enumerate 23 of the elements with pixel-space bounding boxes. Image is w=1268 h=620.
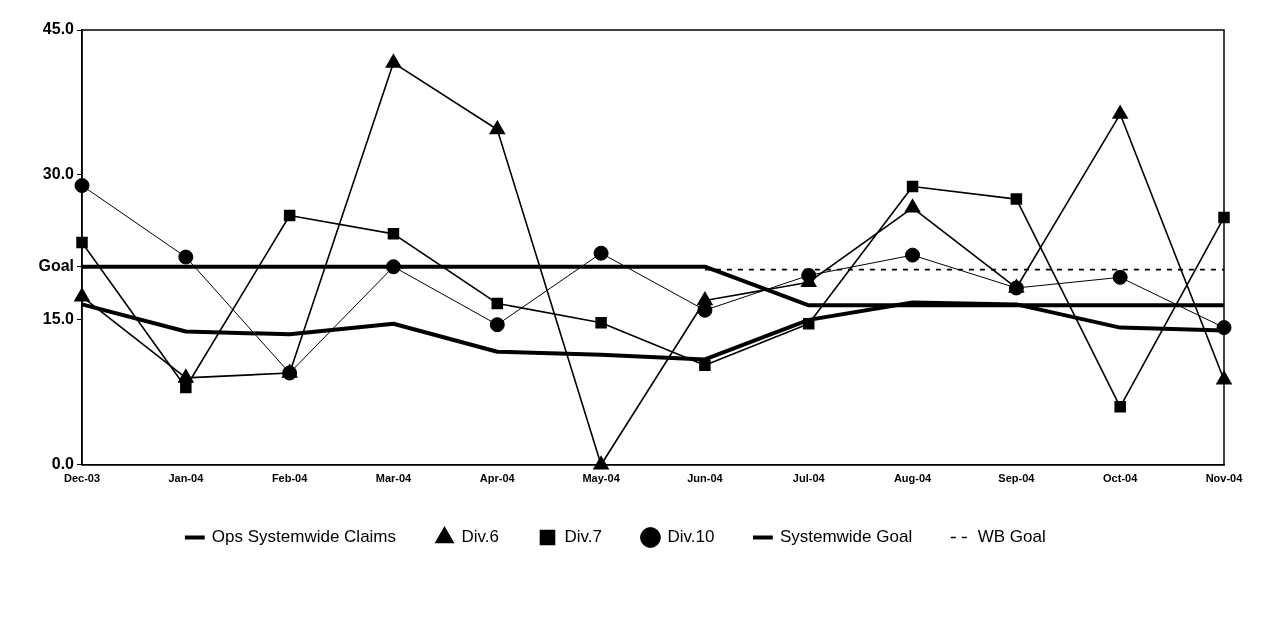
legend-label: Div.10: [667, 527, 715, 547]
legend-label: Ops Systemwide Claims: [211, 527, 397, 547]
x-tick-label: Jul-04: [792, 472, 826, 485]
legend-label: Systemwide Goal: [779, 527, 913, 547]
x-tick-label: Oct-04: [1103, 472, 1139, 485]
y-tick-label: 0.0: [51, 455, 75, 473]
legend-label: Div.6: [461, 527, 500, 547]
x-tick-label: Jun-04: [687, 472, 724, 485]
legend-label: Div.7: [564, 527, 602, 547]
y-tick-label: Goal: [38, 257, 74, 275]
legend-label: WB Goal: [977, 527, 1046, 547]
x-tick-label: Sep-04: [998, 472, 1036, 485]
x-tick-label: Mar-04: [375, 472, 413, 485]
x-tick-label: Apr-04: [479, 472, 516, 485]
y-tick-label: 45.0: [42, 20, 75, 38]
x-tick-label: Nov-04: [1205, 472, 1244, 485]
x-tick-label: Feb-04: [271, 472, 309, 485]
x-tick-label: May-04: [582, 472, 621, 485]
x-tick-label: Dec-03: [63, 472, 101, 485]
x-tick-label: Jan-04: [168, 472, 205, 485]
y-tick-label: 15.0: [42, 310, 75, 328]
y-tick-label: 30.0: [42, 165, 75, 183]
x-tick-label: Aug-04: [893, 472, 933, 485]
